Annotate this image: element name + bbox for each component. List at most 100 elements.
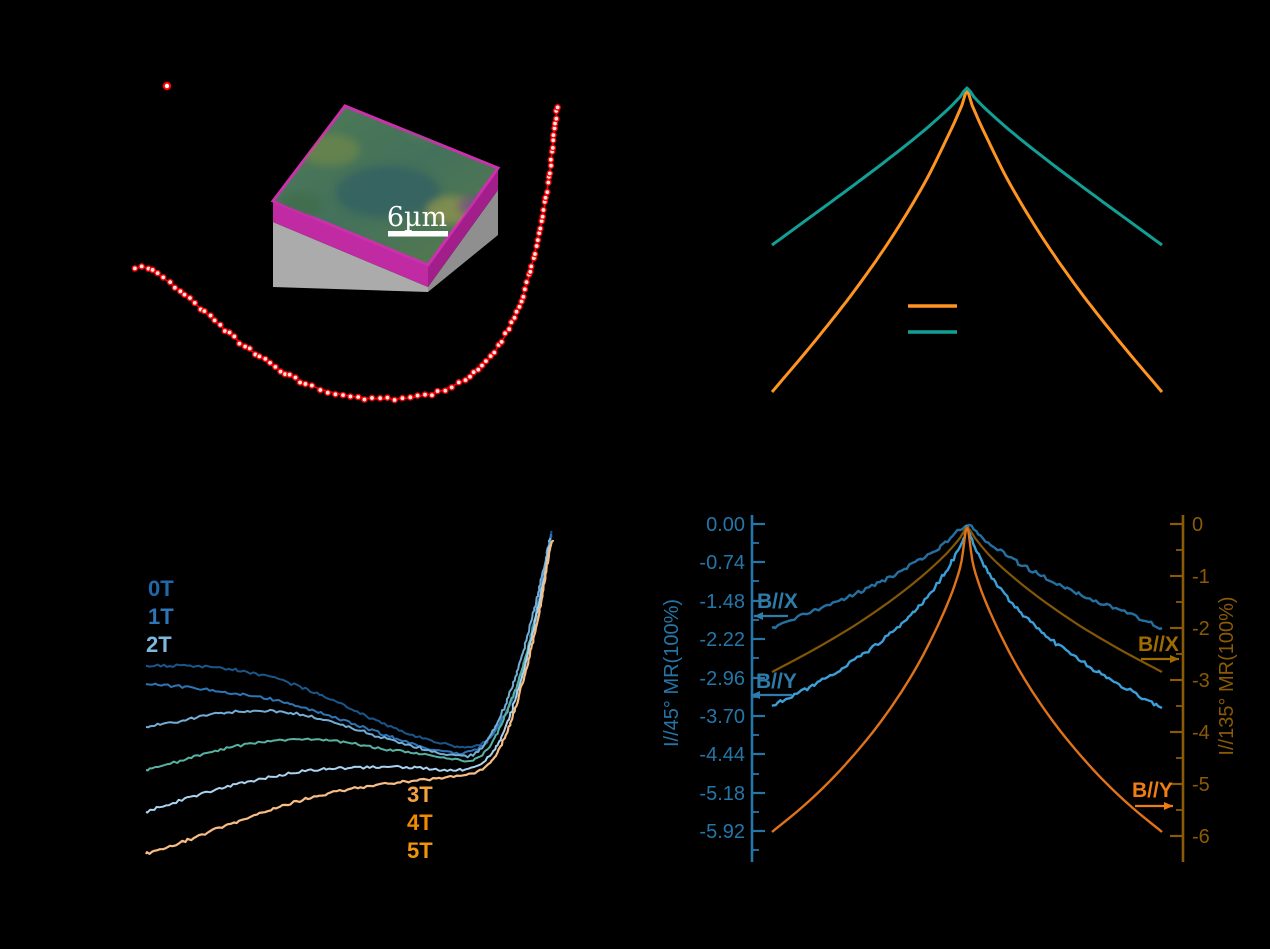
panel-a-series-R-T-data <box>134 107 558 400</box>
data-point-marker <box>361 396 368 403</box>
chip-side-right <box>428 168 498 287</box>
data-point-marker <box>292 374 299 381</box>
axis-label: I//135° MR(100%) <box>1216 596 1238 755</box>
data-point-marker <box>226 329 233 336</box>
device-inset: 6µm <box>270 104 501 292</box>
axis-tick-label: -0.74 <box>699 552 745 574</box>
data-point-marker <box>246 345 254 352</box>
axis-tick-label: -6 <box>1192 826 1210 848</box>
data-point-marker <box>455 379 463 386</box>
data-point-marker <box>542 194 549 202</box>
data-point-marker <box>236 340 243 347</box>
curve-field-label: 3T <box>407 782 433 807</box>
panel-b-series-orange-curve <box>770 88 1164 393</box>
data-point-marker <box>256 353 263 360</box>
data-point-marker <box>324 389 332 397</box>
electrode-bars <box>294 127 476 243</box>
data-point-marker <box>478 362 486 369</box>
field-direction-annotation: B//X <box>757 590 798 613</box>
data-point-marker <box>442 387 449 394</box>
data-point-marker <box>391 396 398 404</box>
data-point-marker <box>262 355 269 363</box>
data-point-marker <box>434 387 441 395</box>
data-point-marker <box>491 349 498 356</box>
panel-b-series-teal-curve <box>771 86 1163 247</box>
substrate-base-right <box>428 190 498 292</box>
data-point-marker <box>159 274 167 281</box>
data-point-marker <box>508 318 515 326</box>
annotation-arrowhead <box>751 691 760 699</box>
data-point-marker <box>462 376 469 384</box>
data-point-marker <box>546 170 554 177</box>
data-point-marker <box>482 357 490 365</box>
data-point-marker <box>186 294 194 302</box>
data-point-marker <box>549 144 557 152</box>
legend-marker <box>162 81 172 91</box>
data-point-marker <box>296 379 304 386</box>
data-point-marker <box>527 268 534 276</box>
data-point-marker <box>302 380 309 388</box>
data-point-marker <box>217 321 224 329</box>
data-point-marker <box>466 373 474 380</box>
data-point-marker <box>231 333 238 340</box>
data-point-marker <box>339 391 347 399</box>
data-point-marker <box>547 156 555 163</box>
curve-field-label: 1T <box>148 604 174 629</box>
data-point-marker <box>211 317 218 324</box>
data-point-marker <box>272 363 279 371</box>
data-point-marker <box>384 394 391 401</box>
axis-tick-label: -1 <box>1192 566 1210 588</box>
data-point-marker <box>531 250 539 258</box>
data-point-marker <box>521 285 529 293</box>
axis-tick-label: -3 <box>1192 670 1210 692</box>
axis-tick-label: -4 <box>1192 722 1210 744</box>
axis-tick-label: 0.00 <box>706 514 745 536</box>
data-point-marker <box>498 338 505 346</box>
data-point-marker <box>131 265 139 272</box>
data-point-marker <box>516 303 523 311</box>
data-point-marker <box>487 352 494 360</box>
data-point-marker <box>286 371 293 378</box>
curve-field-label: 2T <box>146 632 172 657</box>
data-point-marker <box>154 269 161 277</box>
data-point-marker <box>511 314 518 322</box>
scalebar <box>388 231 448 237</box>
curve-field-label: 0T <box>148 576 174 601</box>
data-point-marker <box>553 115 560 122</box>
data-point-marker <box>177 288 184 295</box>
data-point-marker <box>448 384 456 391</box>
data-point-marker <box>376 394 384 402</box>
data-point-marker <box>207 312 214 319</box>
curve-field-label: 5T <box>407 838 433 863</box>
data-point-marker <box>527 263 535 270</box>
annotation-arrowhead <box>1170 655 1179 663</box>
data-point-marker <box>533 242 540 250</box>
curve-field-label: 4T <box>407 810 433 835</box>
axis-tick-label: -5 <box>1192 774 1210 796</box>
data-point-marker <box>539 213 546 220</box>
data-point-marker <box>536 225 544 232</box>
data-point-marker <box>332 390 339 398</box>
axis-tick-label: -4.44 <box>699 744 745 766</box>
axis-tick-label: -5.92 <box>699 821 745 843</box>
panel-d-series-B//Y-I45 <box>771 524 1163 710</box>
data-point-marker <box>547 162 555 169</box>
data-point-marker <box>181 291 188 298</box>
data-point-marker <box>347 393 354 400</box>
axis-tick-label: -2.22 <box>699 629 745 651</box>
axis-tick-label: -5.18 <box>699 783 745 805</box>
data-point-marker <box>399 394 406 402</box>
field-direction-annotation: B//Y <box>1132 779 1173 802</box>
scalebar-label: 6µm <box>387 202 447 233</box>
axis-label: I//45° MR(100%) <box>661 599 683 747</box>
data-point-marker <box>407 394 414 401</box>
panel-c-series-2T <box>145 537 552 759</box>
data-point-marker <box>549 137 557 144</box>
substrate-base-left <box>273 222 428 292</box>
data-point-marker <box>545 179 552 186</box>
charts-layer: 0T 1T 2T 3T 4T 5T 0.00 -0.74 -1.48 -2.22 -2.96 -3.7… <box>131 81 1238 863</box>
data-point-marker <box>138 263 145 270</box>
field-direction-annotation: B//X <box>1138 633 1179 656</box>
